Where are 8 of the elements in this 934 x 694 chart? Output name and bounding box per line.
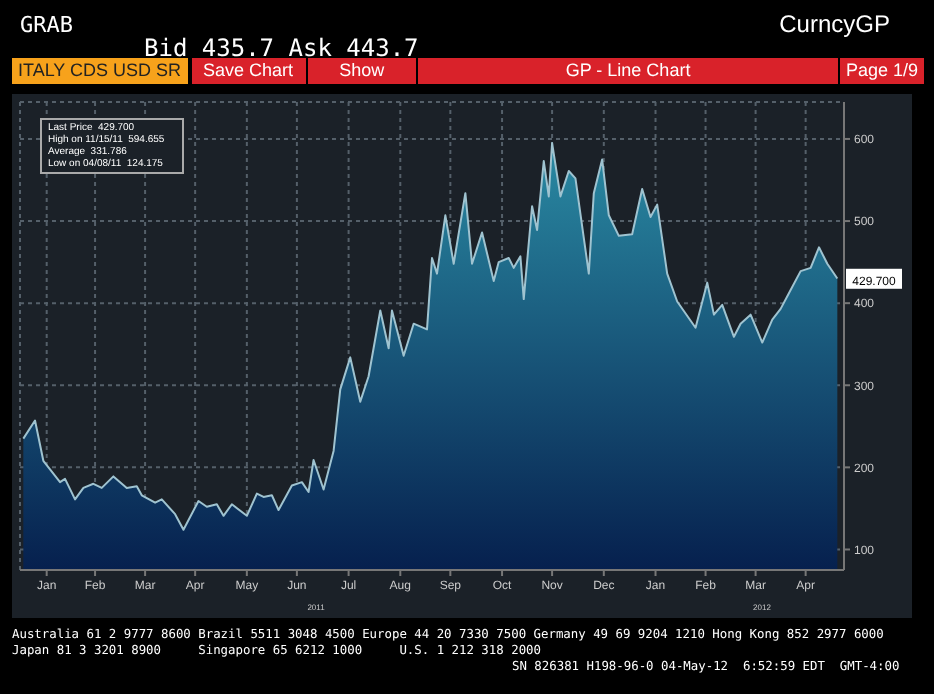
text: GP - Line Chart: [418, 58, 838, 84]
text: Page 1/9: [839, 58, 924, 84]
chart-title: ITALY CDS USD SR: [12, 58, 188, 84]
text: Save Chart: [191, 58, 306, 84]
text: CurncyGP: [779, 10, 890, 38]
text: Show: [307, 58, 417, 84]
text: GRAB: [20, 12, 73, 38]
text: Bid 435.7 Ask 443.7: [144, 34, 419, 62]
